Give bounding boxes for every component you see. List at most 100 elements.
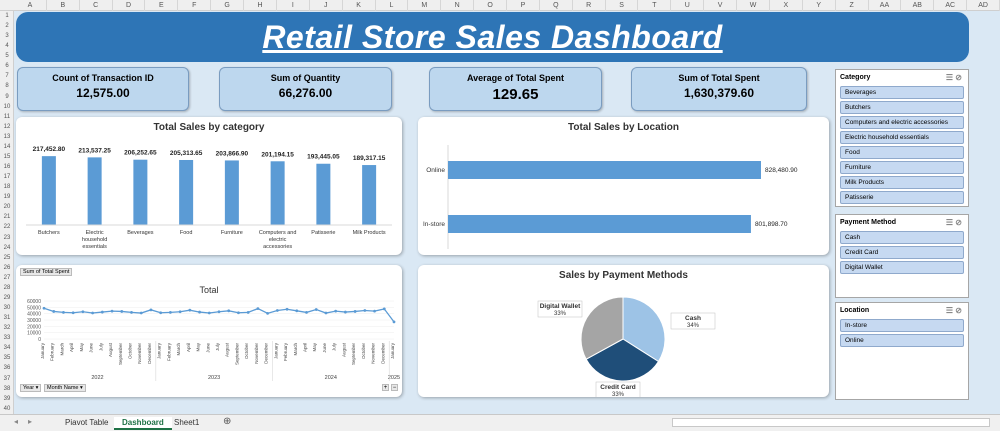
data-point[interactable] [334, 309, 338, 313]
field-button-sum-total-spent[interactable]: Sum of Total Spent [20, 268, 73, 276]
data-point[interactable] [42, 306, 46, 310]
column-header[interactable]: O [474, 0, 507, 11]
sheet-tab-dashboard[interactable]: Dashboard [114, 417, 172, 430]
data-point[interactable] [353, 310, 357, 313]
bar-7[interactable] [362, 165, 377, 225]
data-point[interactable] [139, 311, 143, 315]
data-point[interactable] [382, 307, 386, 311]
add-sheet-icon[interactable]: ⊕ [223, 416, 232, 427]
column-header[interactable]: V [704, 0, 738, 11]
kpi-card-sum-quantity[interactable]: Sum of Quantity 66,276.00 [219, 67, 392, 111]
row-header[interactable]: 10 [3, 103, 11, 110]
slicer-item[interactable]: Online [840, 334, 964, 347]
filter-button-month-name[interactable]: Month Name ▾ [44, 384, 86, 392]
pie-slice-2[interactable] [580, 296, 624, 360]
slicer-item[interactable]: Beverages [840, 86, 964, 99]
slicer-item[interactable]: Patisserie [840, 191, 964, 204]
slicer-controls[interactable]: ☰ ⊘ [946, 306, 962, 315]
data-point[interactable] [110, 309, 114, 313]
row-header[interactable]: 4 [5, 43, 9, 50]
data-point[interactable] [217, 310, 221, 314]
row-header[interactable]: 12 [3, 123, 11, 130]
row-header[interactable]: 9 [5, 93, 9, 100]
slicer-item[interactable]: In-store [840, 319, 964, 332]
horizontal-scrollbar[interactable] [672, 418, 990, 427]
row-header[interactable]: 30 [3, 305, 11, 312]
data-point[interactable] [149, 308, 153, 312]
column-header[interactable]: U [671, 0, 705, 11]
row-header[interactable]: 20 [3, 204, 11, 211]
data-point[interactable] [62, 311, 65, 314]
slicer-item[interactable]: Credit Card [840, 246, 964, 259]
row-header[interactable]: 23 [3, 234, 11, 241]
slicer-item[interactable]: Furniture [840, 161, 964, 174]
row-header[interactable]: 14 [3, 143, 11, 150]
column-header[interactable]: L [376, 0, 409, 11]
dashboard-title-banner[interactable]: Retail Store Sales Dashboard [16, 12, 969, 62]
data-point[interactable] [100, 310, 104, 314]
data-point[interactable] [91, 311, 95, 315]
row-header[interactable]: 36 [3, 365, 11, 372]
sheet-tab-pivot-table[interactable]: Piavot Table [65, 418, 109, 427]
row-header[interactable]: 40 [3, 405, 11, 412]
data-point[interactable] [207, 311, 211, 315]
row-header[interactable]: 25 [3, 254, 11, 261]
data-point[interactable] [120, 310, 124, 313]
bar-0[interactable] [448, 161, 761, 179]
column-header[interactable]: S [606, 0, 639, 11]
data-point[interactable] [246, 311, 250, 314]
column-header[interactable]: AD [967, 0, 1000, 11]
row-header[interactable]: 31 [3, 315, 11, 322]
data-point[interactable] [305, 311, 308, 314]
data-point[interactable] [159, 311, 163, 315]
slicer-controls[interactable]: ☰ ⊘ [946, 218, 962, 227]
collapse-field-button[interactable]: − [391, 384, 398, 391]
filter-button-year[interactable]: Year ▾ [20, 384, 42, 392]
slicer-item[interactable]: Food [840, 146, 964, 159]
slicer-item[interactable]: Butchers [840, 101, 964, 114]
column-header[interactable]: W [737, 0, 770, 11]
data-point[interactable] [81, 310, 85, 314]
column-header[interactable]: H [244, 0, 277, 11]
column-header[interactable]: A [14, 0, 47, 11]
row-header[interactable]: 33 [3, 335, 11, 342]
row-header[interactable]: 8 [5, 83, 9, 90]
row-header[interactable]: 32 [3, 325, 11, 332]
row-header[interactable]: 37 [3, 375, 11, 382]
row-header[interactable]: 27 [3, 274, 11, 281]
row-header[interactable]: 22 [3, 224, 11, 231]
multi-select-icon[interactable]: ☰ [945, 218, 954, 227]
row-header[interactable]: 3 [5, 33, 9, 40]
row-header[interactable]: 24 [3, 244, 11, 251]
slicer-item[interactable]: Electric household essentials [840, 131, 964, 144]
data-point[interactable] [168, 311, 172, 314]
location-sales-chart[interactable]: Total Sales by Location Online 828,480.90… [418, 117, 829, 255]
row-header[interactable]: 26 [3, 264, 11, 271]
data-point[interactable] [285, 307, 289, 311]
column-header[interactable]: J [310, 0, 343, 11]
row-header[interactable]: 18 [3, 184, 11, 191]
data-point[interactable] [266, 311, 270, 315]
column-header[interactable]: Y [803, 0, 836, 11]
column-header[interactable]: Z [836, 0, 869, 11]
column-header[interactable]: M [408, 0, 442, 11]
row-header[interactable]: 34 [3, 345, 11, 352]
multi-select-icon[interactable]: ☰ [945, 306, 954, 315]
data-point[interactable] [237, 311, 240, 315]
payment-methods-chart[interactable]: Sales by Payment Methods Cash 34% Credit C… [418, 265, 829, 397]
row-header[interactable]: 16 [3, 164, 11, 171]
data-point[interactable] [198, 310, 201, 314]
column-header[interactable]: P [507, 0, 540, 11]
location-slicer[interactable]: Location ☰ ⊘ In-store Online [835, 302, 969, 400]
payment-method-slicer[interactable]: Payment Method ☰ ⊘ Cash Credit Card Digital… [835, 214, 969, 298]
row-header[interactable]: 1 [5, 13, 9, 19]
bar-4[interactable] [224, 160, 239, 225]
bar-5[interactable] [270, 161, 285, 225]
row-header[interactable]: 39 [3, 395, 11, 402]
clear-filter-icon[interactable]: ⊘ [955, 306, 962, 315]
row-header[interactable]: 11 [3, 113, 11, 120]
slicer-item[interactable]: Computers and electric accessories [840, 116, 964, 129]
expand-field-button[interactable]: + [382, 384, 389, 391]
column-header[interactable]: G [211, 0, 245, 11]
data-point[interactable] [188, 308, 192, 312]
